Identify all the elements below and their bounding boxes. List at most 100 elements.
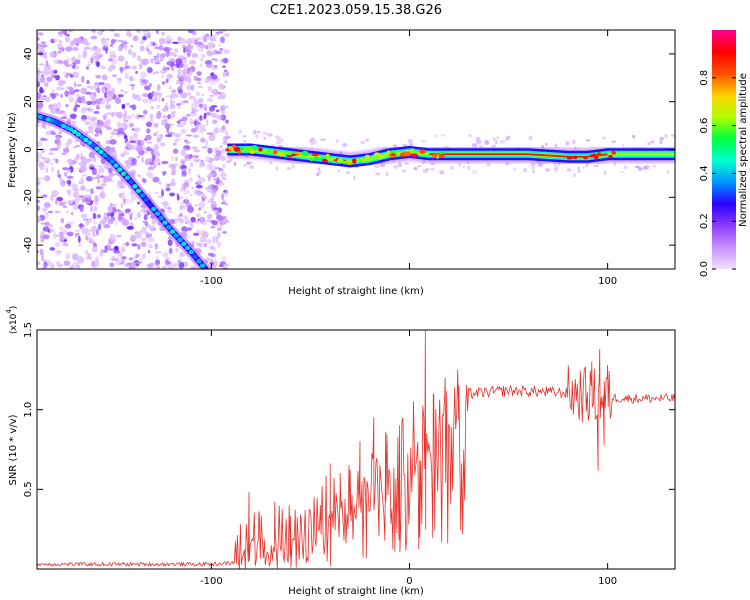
noise-speckle [224, 69, 227, 73]
noise-speckle [53, 232, 57, 240]
noise-speckle [475, 139, 482, 145]
noise-speckle [155, 104, 161, 107]
noise-speckle [165, 187, 171, 192]
noise-speckle [201, 53, 206, 59]
noise-speckle [50, 262, 55, 269]
noise-speckle [375, 172, 381, 176]
noise-speckle [531, 164, 535, 170]
diagonal-trace-dot [94, 146, 100, 151]
snr-x-label: Height of straight line (km) [288, 586, 424, 597]
noise-speckle [43, 202, 51, 208]
noise-speckle [216, 115, 224, 120]
noise-speckle [37, 152, 42, 159]
noise-speckle [275, 141, 282, 145]
noise-speckle [202, 231, 209, 239]
noise-speckle [39, 235, 47, 240]
noise-speckle [171, 156, 174, 162]
noise-speckle [572, 140, 576, 145]
noise-speckle [78, 243, 82, 247]
noise-speckle [95, 74, 102, 79]
noise-speckle [179, 257, 182, 262]
noise-speckle [44, 160, 50, 164]
diagonal-trace-dot [75, 132, 81, 137]
noise-speckle [155, 92, 163, 96]
noise-speckle [176, 103, 181, 106]
noise-speckle [219, 181, 225, 187]
noise-speckle [116, 111, 123, 119]
noise-speckle [65, 35, 69, 43]
noise-speckle [201, 146, 208, 149]
noise-speckle [318, 170, 322, 174]
y-tick-label: 40 [23, 48, 34, 61]
noise-speckle [211, 191, 217, 198]
noise-speckle [335, 139, 339, 144]
noise-speckle [121, 256, 127, 260]
noise-speckle [659, 137, 664, 141]
noise-speckle [99, 124, 103, 130]
noise-speckle [56, 260, 60, 266]
noise-speckle [153, 143, 159, 151]
noise-speckle [72, 146, 78, 149]
noise-speckle [96, 86, 101, 94]
noise-speckle [84, 228, 90, 233]
snr-x-axis: -100 0 100 [200, 330, 617, 587]
noise-speckle [55, 74, 60, 81]
noise-speckle [183, 75, 191, 82]
noise-speckle [158, 181, 162, 185]
noise-speckle [89, 167, 95, 170]
noise-speckle [185, 134, 192, 137]
noise-speckle [95, 105, 100, 110]
noise-speckle [131, 104, 137, 111]
noise-speckle [122, 90, 130, 94]
noise-speckle [44, 207, 48, 212]
noise-speckle [86, 160, 90, 163]
noise-speckle [51, 131, 57, 136]
noise-speckle [466, 165, 471, 170]
noise-speckle [64, 224, 72, 229]
noise-speckle [204, 155, 211, 163]
y-tick-label: 0.5 [23, 481, 34, 497]
noise-speckle [165, 95, 171, 98]
noise-speckle [174, 163, 178, 167]
noise-speckle [186, 44, 193, 51]
main-trace-blob [347, 162, 352, 166]
noise-speckle [149, 113, 154, 121]
noise-speckle [171, 89, 177, 93]
noise-speckle [37, 218, 41, 223]
noise-speckle [68, 30, 73, 33]
noise-speckle [80, 95, 86, 102]
noise-speckle [275, 166, 279, 171]
noise-speckle [219, 145, 223, 149]
diagonal-trace-dot [64, 125, 70, 130]
noise-speckle [115, 258, 121, 266]
noise-speckle [48, 104, 54, 110]
noise-speckle [149, 225, 156, 232]
noise-speckle [210, 209, 218, 212]
noise-speckle [91, 260, 96, 268]
noise-speckle [152, 41, 156, 47]
noise-speckle [172, 41, 180, 44]
diagonal-trace-dot [192, 254, 198, 259]
noise-speckle [108, 50, 116, 56]
noise-speckle [198, 207, 201, 211]
noise-speckle [210, 204, 217, 209]
noise-speckle [649, 141, 654, 144]
noise-speckle [142, 35, 147, 41]
noise-speckle [63, 239, 68, 242]
noise-speckle [111, 87, 116, 93]
snr-series-line [37, 330, 675, 569]
noise-speckle [199, 239, 206, 243]
noise-speckle [84, 194, 89, 198]
noise-speckle [528, 135, 533, 141]
noise-speckle [125, 60, 129, 68]
noise-speckle [360, 141, 366, 144]
noise-speckle [179, 204, 183, 211]
noise-speckle [183, 139, 189, 143]
noise-speckle [267, 133, 273, 137]
y-tick-label: -20 [23, 189, 34, 205]
noise-speckle [57, 31, 64, 35]
noise-speckle [93, 110, 100, 114]
noise-speckle [179, 187, 184, 193]
noise-speckle [128, 135, 134, 142]
